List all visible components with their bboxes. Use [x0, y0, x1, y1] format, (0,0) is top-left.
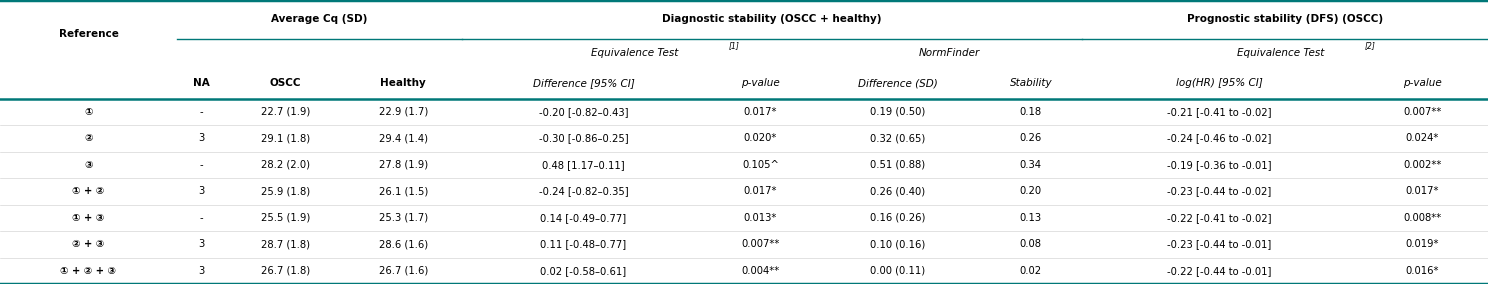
Text: Reference: Reference [58, 29, 119, 39]
Text: 29.1 (1.8): 29.1 (1.8) [260, 133, 310, 143]
Text: Equivalence Test: Equivalence Test [591, 48, 679, 58]
Text: -0.30 [-0.86–0.25]: -0.30 [-0.86–0.25] [539, 133, 628, 143]
Text: 26.1 (1.5): 26.1 (1.5) [378, 186, 427, 196]
Text: p-value: p-value [1403, 78, 1442, 88]
Text: 25.3 (1.7): 25.3 (1.7) [378, 213, 427, 223]
Text: 0.020*: 0.020* [744, 133, 777, 143]
Text: -0.24 [-0.82–0.35]: -0.24 [-0.82–0.35] [539, 186, 628, 196]
Text: 0.14 [-0.49–0.77]: 0.14 [-0.49–0.77] [540, 213, 626, 223]
Text: 0.18: 0.18 [1019, 107, 1042, 117]
Text: Equivalence Test: Equivalence Test [1237, 48, 1324, 58]
Text: ② + ③: ② + ③ [73, 239, 104, 249]
Text: 0.002**: 0.002** [1403, 160, 1442, 170]
Text: 0.004**: 0.004** [741, 266, 780, 276]
Text: -: - [199, 107, 204, 117]
Text: ①: ① [85, 107, 92, 117]
Text: -0.20 [-0.82–0.43]: -0.20 [-0.82–0.43] [539, 107, 628, 117]
Text: ① + ② + ③: ① + ② + ③ [61, 266, 116, 276]
Text: -0.23 [-0.44 to -0.01]: -0.23 [-0.44 to -0.01] [1167, 239, 1271, 249]
Text: 0.007**: 0.007** [741, 239, 780, 249]
Text: 0.13: 0.13 [1019, 213, 1042, 223]
Text: 0.105^: 0.105^ [743, 160, 778, 170]
Text: 28.6 (1.6): 28.6 (1.6) [378, 239, 427, 249]
Text: Healthy: Healthy [381, 78, 426, 88]
Text: 0.024*: 0.024* [1406, 133, 1439, 143]
Text: -0.23 [-0.44 to -0.02]: -0.23 [-0.44 to -0.02] [1167, 186, 1271, 196]
Text: 0.26: 0.26 [1019, 133, 1042, 143]
Text: 0.19 (0.50): 0.19 (0.50) [870, 107, 926, 117]
Text: 26.7 (1.6): 26.7 (1.6) [378, 266, 427, 276]
Text: 25.5 (1.9): 25.5 (1.9) [260, 213, 310, 223]
Text: 0.34: 0.34 [1019, 160, 1042, 170]
Text: 0.007**: 0.007** [1403, 107, 1442, 117]
Text: 0.02 [-0.58–0.61]: 0.02 [-0.58–0.61] [540, 266, 626, 276]
Text: 28.7 (1.8): 28.7 (1.8) [260, 239, 310, 249]
Text: 26.7 (1.8): 26.7 (1.8) [260, 266, 310, 276]
Text: p-value: p-value [741, 78, 780, 88]
Text: [2]: [2] [1364, 41, 1375, 50]
Text: 0.10 (0.16): 0.10 (0.16) [870, 239, 926, 249]
Text: 25.9 (1.8): 25.9 (1.8) [260, 186, 310, 196]
Text: -0.21 [-0.41 to -0.02]: -0.21 [-0.41 to -0.02] [1167, 107, 1271, 117]
Text: 0.00 (0.11): 0.00 (0.11) [870, 266, 926, 276]
Text: 28.2 (2.0): 28.2 (2.0) [260, 160, 310, 170]
Text: 0.02: 0.02 [1019, 266, 1042, 276]
Text: log(HR) [95% CI]: log(HR) [95% CI] [1176, 78, 1263, 88]
Text: -: - [199, 213, 204, 223]
Text: -0.19 [-0.36 to -0.01]: -0.19 [-0.36 to -0.01] [1167, 160, 1271, 170]
Text: Stability: Stability [1009, 78, 1052, 88]
Text: OSCC: OSCC [269, 78, 301, 88]
Text: 3: 3 [198, 266, 205, 276]
Text: -0.24 [-0.46 to -0.02]: -0.24 [-0.46 to -0.02] [1167, 133, 1271, 143]
Text: 0.11 [-0.48–0.77]: 0.11 [-0.48–0.77] [540, 239, 626, 249]
Text: -0.22 [-0.41 to -0.02]: -0.22 [-0.41 to -0.02] [1167, 213, 1271, 223]
Text: 0.019*: 0.019* [1406, 239, 1439, 249]
Text: 0.16 (0.26): 0.16 (0.26) [870, 213, 926, 223]
Text: 27.8 (1.9): 27.8 (1.9) [378, 160, 427, 170]
Text: 0.008**: 0.008** [1403, 213, 1442, 223]
Text: 0.017*: 0.017* [744, 107, 777, 117]
Text: 0.48 [1.17–0.11]: 0.48 [1.17–0.11] [542, 160, 625, 170]
Text: 3: 3 [198, 186, 205, 196]
Text: 0.08: 0.08 [1019, 239, 1042, 249]
Text: 3: 3 [198, 133, 205, 143]
Text: ① + ③: ① + ③ [73, 213, 104, 223]
Text: 0.20: 0.20 [1019, 186, 1042, 196]
Text: -0.22 [-0.44 to -0.01]: -0.22 [-0.44 to -0.01] [1167, 266, 1271, 276]
Text: 0.017*: 0.017* [1406, 186, 1439, 196]
Text: Prognostic stability (DFS) (OSCC): Prognostic stability (DFS) (OSCC) [1187, 14, 1382, 24]
Text: 22.9 (1.7): 22.9 (1.7) [378, 107, 427, 117]
Text: NA: NA [193, 78, 210, 88]
Text: 0.016*: 0.016* [1406, 266, 1439, 276]
Text: [1]: [1] [729, 41, 740, 50]
Text: NormFinder: NormFinder [918, 48, 979, 58]
Text: 0.51 (0.88): 0.51 (0.88) [870, 160, 926, 170]
Text: Diagnostic stability (OSCC + healthy): Diagnostic stability (OSCC + healthy) [662, 14, 881, 24]
Text: 22.7 (1.9): 22.7 (1.9) [260, 107, 310, 117]
Text: 29.4 (1.4): 29.4 (1.4) [378, 133, 427, 143]
Text: 0.26 (0.40): 0.26 (0.40) [870, 186, 926, 196]
Text: Difference (SD): Difference (SD) [859, 78, 937, 88]
Text: 0.32 (0.65): 0.32 (0.65) [870, 133, 926, 143]
Text: Average Cq (SD): Average Cq (SD) [271, 14, 368, 24]
Text: 3: 3 [198, 239, 205, 249]
Text: ②: ② [85, 133, 92, 143]
Text: ① + ②: ① + ② [73, 186, 104, 196]
Text: ③: ③ [85, 160, 92, 170]
Text: 0.017*: 0.017* [744, 186, 777, 196]
Text: -: - [199, 160, 204, 170]
Text: Difference [95% CI]: Difference [95% CI] [533, 78, 634, 88]
Text: 0.013*: 0.013* [744, 213, 777, 223]
